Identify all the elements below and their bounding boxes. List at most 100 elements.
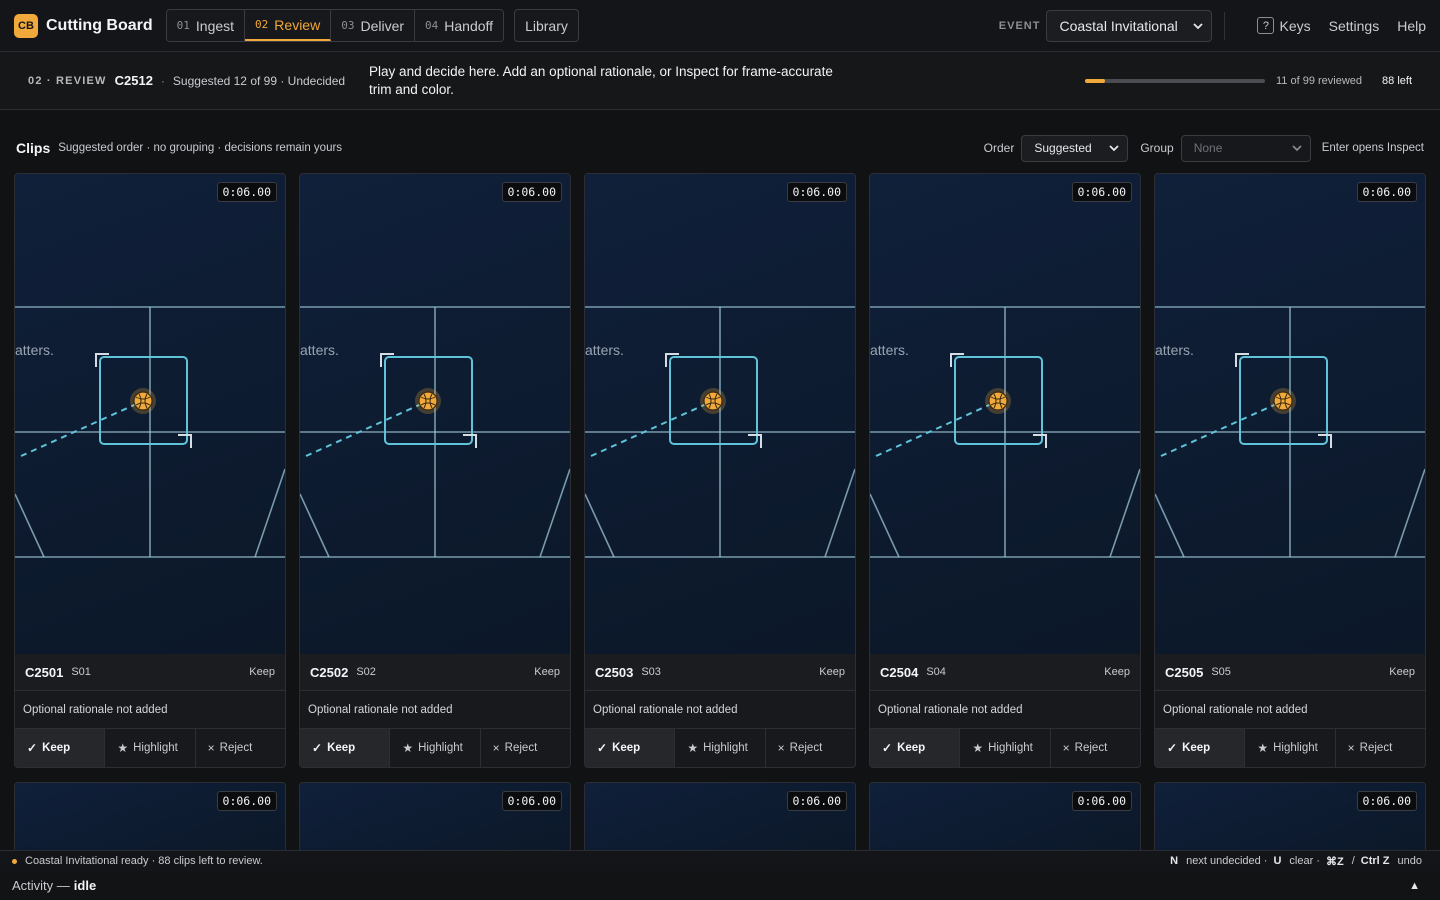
clip-thumbnail[interactable]: 0:06.00 xyxy=(870,783,1140,862)
status-message: Coastal Invitational ready · 88 clips le… xyxy=(25,855,263,867)
keep-button[interactable]: ✓ Keep xyxy=(1155,729,1246,767)
clip-card[interactable]: 0:06.00 xyxy=(299,782,571,862)
chevron-up-icon[interactable]: ▲ xyxy=(1409,879,1420,892)
court-diagram xyxy=(870,306,1140,558)
clip-timecode: 0:06.00 xyxy=(1071,791,1132,811)
chevron-down-icon xyxy=(1193,22,1204,29)
step-handoff[interactable]: 04 Handoff xyxy=(415,10,504,41)
clip-scene: S05 xyxy=(1211,666,1231,678)
group-label: Group xyxy=(1140,141,1174,155)
highlight-button[interactable]: ★ Highlight xyxy=(390,729,481,767)
check-icon: ✓ xyxy=(312,741,323,755)
shortcut-text: / xyxy=(1351,855,1355,867)
clip-thumbnail[interactable]: atters. 0:06.00 xyxy=(300,174,570,654)
clip-card[interactable]: atters. 0:06.00 C2501 S01 Keep Optional … xyxy=(14,173,286,768)
clip-card[interactable]: 0:06.00 xyxy=(14,782,286,862)
activity-label: Activity — xyxy=(12,878,70,893)
clip-timecode: 0:06.00 xyxy=(1071,182,1132,202)
keep-button[interactable]: ✓ Keep xyxy=(15,729,106,767)
keep-button[interactable]: ✓ Keep xyxy=(585,729,676,767)
clip-card[interactable]: 0:06.00 xyxy=(584,782,856,862)
rationale-field[interactable]: Optional rationale not added xyxy=(870,690,1140,729)
highlight-button[interactable]: ★ Highlight xyxy=(105,729,196,767)
chevron-down-icon xyxy=(1292,145,1302,152)
left-count: 88 left xyxy=(1382,74,1412,87)
chevron-down-icon xyxy=(1109,145,1119,152)
court-diagram xyxy=(15,306,285,558)
court-diagram xyxy=(1155,306,1425,558)
clip-card[interactable]: atters. 0:06.00 C2502 S02 Keep Optional … xyxy=(299,173,571,768)
step-ingest[interactable]: 01 Ingest xyxy=(166,10,246,41)
clip-thumbnail[interactable]: 0:06.00 xyxy=(1155,783,1425,862)
clips-title: Clips xyxy=(16,140,51,156)
reject-button[interactable]: × Reject xyxy=(1062,741,1108,755)
progress-bar xyxy=(1085,78,1265,83)
rationale-field[interactable]: Optional rationale not added xyxy=(585,690,855,729)
reject-button[interactable]: × Reject xyxy=(207,741,253,755)
keys-link[interactable]: ? Keys xyxy=(1257,17,1311,34)
clip-timecode: 0:06.00 xyxy=(501,182,562,202)
highlight-button[interactable]: ★ Highlight xyxy=(1245,729,1336,767)
clip-timecode: 0:06.00 xyxy=(501,791,562,811)
clip-card[interactable]: atters. 0:06.00 C2504 S04 Keep Optional … xyxy=(869,173,1141,768)
clip-thumbnail[interactable]: atters. 0:06.00 xyxy=(870,174,1140,654)
step-deliver[interactable]: 03 Deliver xyxy=(331,10,416,41)
clips-header: Clips Suggested order · no grouping · de… xyxy=(0,132,1440,164)
current-clip-id: C2512 xyxy=(114,73,153,88)
clip-decision-state: Keep xyxy=(819,666,845,678)
event-select[interactable]: Coastal Invitational xyxy=(1046,9,1213,42)
clip-timecode: 0:06.00 xyxy=(216,182,277,202)
help-link[interactable]: Help xyxy=(1397,17,1426,34)
order-select[interactable]: Suggested xyxy=(1021,134,1129,162)
activity-state: idle xyxy=(73,878,97,893)
reject-button[interactable]: × Reject xyxy=(492,741,538,755)
star-icon: ★ xyxy=(972,741,984,755)
activity-panel-toggle[interactable]: Activity — idle ▲ xyxy=(0,871,1440,900)
overlay-text: atters. xyxy=(300,342,339,358)
clip-id: C2504 xyxy=(880,664,919,680)
keep-button[interactable]: ✓ Keep xyxy=(870,729,961,767)
check-icon: ✓ xyxy=(1167,741,1178,755)
clips-subtitle: Suggested order · no grouping · decision… xyxy=(58,142,343,154)
keep-button[interactable]: ✓ Keep xyxy=(300,729,391,767)
clip-thumbnail[interactable]: atters. 0:06.00 xyxy=(1155,174,1425,654)
step-review[interactable]: 02 Review xyxy=(245,10,332,41)
clip-card[interactable]: 0:06.00 xyxy=(869,782,1141,862)
reject-button[interactable]: × Reject xyxy=(777,741,823,755)
reject-button[interactable]: × Reject xyxy=(1347,741,1393,755)
clip-decision-state: Keep xyxy=(1104,666,1130,678)
shortcut-key: U xyxy=(1273,855,1282,867)
highlight-button[interactable]: ★ Highlight xyxy=(960,729,1051,767)
rationale-field[interactable]: Optional rationale not added xyxy=(15,690,285,729)
rationale-field[interactable]: Optional rationale not added xyxy=(300,690,570,729)
clip-card[interactable]: atters. 0:06.00 C2503 S03 Keep Optional … xyxy=(584,173,856,768)
app-title: Cutting Board xyxy=(46,16,153,34)
settings-link[interactable]: Settings xyxy=(1328,17,1380,34)
clip-thumbnail[interactable]: atters. 0:06.00 xyxy=(15,174,285,654)
clip-thumbnail[interactable]: 0:06.00 xyxy=(585,783,855,862)
library-button[interactable]: Library xyxy=(514,9,579,42)
close-icon: × xyxy=(1347,741,1355,755)
group-select[interactable]: None xyxy=(1180,134,1311,162)
star-icon: ★ xyxy=(1257,741,1269,755)
review-progress: 11 of 99 reviewed 88 left xyxy=(1085,75,1412,87)
clip-thumbnail[interactable]: atters. 0:06.00 xyxy=(585,174,855,654)
clip-scene: S04 xyxy=(926,666,946,678)
review-subheader: 02 · REVIEW C2512 · Suggested 12 of 99 ·… xyxy=(0,52,1440,110)
review-instructions: Play and decide here. Add an optional ra… xyxy=(369,63,833,97)
keyboard-help-icon: ? xyxy=(1257,17,1275,34)
separator: · xyxy=(160,73,165,88)
enter-hint: Enter opens Inspect xyxy=(1321,142,1424,154)
clip-card[interactable]: atters. 0:06.00 C2505 S05 Keep Optional … xyxy=(1154,173,1426,768)
highlight-button[interactable]: ★ Highlight xyxy=(675,729,766,767)
clip-scene: S03 xyxy=(641,666,661,678)
shortcut-key: Ctrl Z xyxy=(1360,855,1390,867)
clip-thumbnail[interactable]: 0:06.00 xyxy=(300,783,570,862)
clip-meta: C2501 S01 Keep xyxy=(15,654,285,690)
clip-timecode: 0:06.00 xyxy=(786,791,847,811)
clip-card[interactable]: 0:06.00 xyxy=(1154,782,1426,862)
clip-thumbnail[interactable]: 0:06.00 xyxy=(15,783,285,862)
rationale-field[interactable]: Optional rationale not added xyxy=(1155,690,1425,729)
clip-decision-state: Keep xyxy=(1389,666,1415,678)
